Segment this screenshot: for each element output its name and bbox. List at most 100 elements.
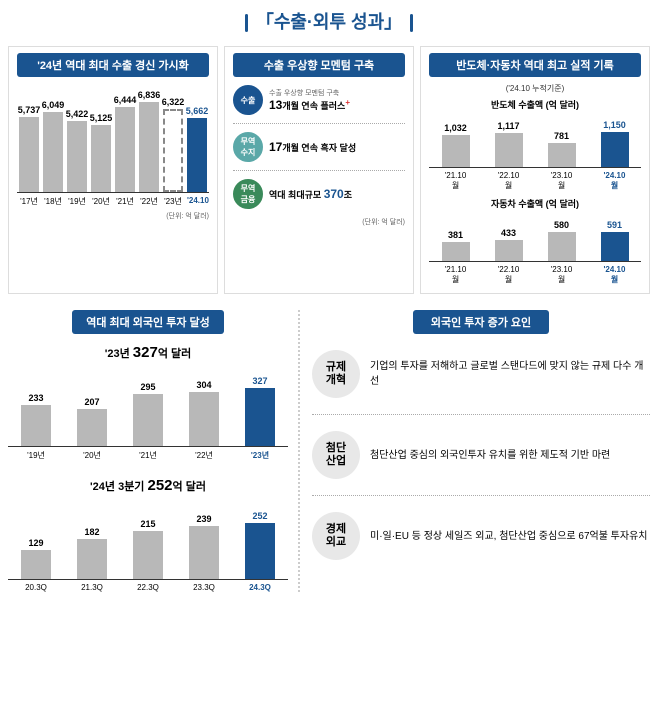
bar (189, 392, 219, 446)
pill-badge: 무역수지 (233, 132, 263, 162)
bar (601, 132, 629, 167)
bar-value: 781 (554, 131, 569, 141)
bar-column: 182 (77, 527, 107, 579)
bar (115, 107, 135, 192)
bar-column: 5,125 (90, 113, 113, 192)
bar-column: 580 (548, 220, 576, 261)
pill-badge: 수출 (233, 85, 263, 115)
bar (187, 118, 207, 192)
bar (163, 109, 183, 192)
bar (139, 102, 159, 192)
export-panel: '24년 역대 최대 수출 경신 가시화 5,7376,0495,4225,12… (8, 46, 218, 294)
bar (495, 133, 523, 167)
momentum-panel: 수출 우상향 모멘텀 구축 수출수출 우상향 모멘텀 구축13개월 연속 플러스… (224, 46, 414, 294)
momentum-item: 무역수지 17개월 연속 흑자 달성 (233, 132, 405, 162)
bar-value: 129 (28, 538, 43, 548)
bar-column: 5,737 (18, 105, 41, 192)
bar (442, 135, 470, 167)
auto-bar-chart: 381 433 580 591 (429, 212, 641, 262)
momentum-item: 수출수출 우상향 모멘텀 구축13개월 연속 플러스+ (233, 85, 405, 115)
pill-text: 수출 우상향 모멘텀 구축13개월 연속 플러스+ (269, 88, 350, 112)
bar-column: 207 (77, 397, 107, 446)
bar-label: 23.3Q (189, 583, 219, 592)
bottom-row: 역대 최대 외국인 투자 달성 '23년 327억 달러 23320729530… (0, 294, 658, 600)
bar-column: 1,032 (442, 123, 470, 167)
bar-value: 182 (84, 527, 99, 537)
bar-value: 252 (252, 511, 267, 521)
bar (77, 409, 107, 446)
bar-column: 233 (21, 393, 51, 446)
bar (133, 394, 163, 446)
bar (245, 523, 275, 579)
record-panel: 반도체·자동차 역대 최고 실적 기록 ('24.10 누적기준) 반도체 수출… (420, 46, 650, 294)
bar-label: '21년 (133, 450, 163, 461)
bar-column: 6,836 (138, 90, 161, 192)
bar-label: '22.10월 (495, 265, 523, 285)
bar-value: 5,125 (90, 113, 113, 123)
bar-label: '24.10월 (601, 171, 629, 191)
pill-text: 역대 최대규모 370조 (269, 187, 352, 201)
top-row: '24년 역대 최대 수출 경신 가시화 5,7376,0495,4225,12… (0, 46, 658, 294)
bar (19, 117, 39, 192)
fdi-quarterly-chart: 129 182 215 239 252 (8, 500, 288, 580)
bar-label: '21년 (115, 196, 135, 207)
fdi-quarterly-subtitle: '24년 3분기 252억 달러 (8, 477, 288, 494)
bar-label: '18년 (43, 196, 63, 207)
export-unit: (단위: 억 달러) (17, 211, 209, 221)
bar-label: 22.3Q (133, 583, 163, 592)
bar-value: 215 (140, 519, 155, 529)
bar-value: 591 (607, 220, 622, 230)
pill-text: 17개월 연속 흑자 달성 (269, 140, 356, 154)
bar-value: 5,422 (66, 109, 89, 119)
factor-text: 기업의 투자를 저해하고 글로벌 스탠다드에 맞지 않는 규제 다수 개선 (370, 359, 650, 389)
fdi-annual-subtitle: '23년 327억 달러 (8, 344, 288, 361)
bar-label: '19년 (21, 450, 51, 461)
bar-value: 327 (252, 376, 267, 386)
semi-bar-chart: 1,032 1,117 781 1,150 (429, 113, 641, 168)
bar (548, 143, 576, 167)
bar-value: 433 (501, 228, 516, 238)
bar-column: 591 (601, 220, 629, 261)
bar-value: 6,049 (42, 100, 65, 110)
bar (43, 112, 63, 192)
bar (548, 232, 576, 261)
bar-column: 6,444 (114, 95, 137, 192)
bar-column: 1,117 (495, 121, 523, 167)
bar (21, 550, 51, 579)
record-panel-sub: ('24.10 누적기준) (429, 83, 641, 94)
bar-value: 381 (448, 230, 463, 240)
bar-column: 433 (495, 228, 523, 261)
bar-label: '20년 (91, 196, 111, 207)
bar-label: '23.10월 (548, 171, 576, 191)
bar-value: 580 (554, 220, 569, 230)
bar (91, 125, 111, 192)
bar-label: '20년 (77, 450, 107, 461)
bar-value: 1,032 (444, 123, 467, 133)
bar-value: 239 (196, 514, 211, 524)
bar-label: '24.10월 (601, 265, 629, 285)
factor-badge: 경제외교 (312, 512, 360, 560)
bar (495, 240, 523, 261)
bar (77, 539, 107, 579)
bar-value: 5,662 (186, 106, 209, 116)
bar-column: 129 (21, 538, 51, 579)
fdi-panel: 역대 최대 외국인 투자 달성 '23년 327억 달러 23320729530… (8, 310, 288, 592)
momentum-item: 무역금융 역대 최대규모 370조 (233, 179, 405, 209)
semi-title: 반도체 수출액 (억 달러) (429, 98, 641, 111)
bar-label: 21.3Q (77, 583, 107, 592)
factors-list: 규제개혁기업의 투자를 저해하고 글로벌 스탠다드에 맞지 않는 규제 다수 개… (312, 350, 650, 560)
bar-value: 6,322 (162, 97, 185, 107)
bar-column: 239 (189, 514, 219, 579)
momentum-panel-title: 수출 우상향 모멘텀 구축 (233, 53, 405, 77)
bar-column: 252 (245, 511, 275, 579)
bar-label: '23.10월 (548, 265, 576, 285)
fdi-panel-title: 역대 최대 외국인 투자 달성 (72, 310, 224, 334)
bar-column: 215 (133, 519, 163, 579)
bar-column: 304 (189, 380, 219, 446)
pill-badge: 무역금융 (233, 179, 263, 209)
bar-column: 1,150 (601, 120, 629, 167)
bar (601, 232, 629, 261)
bar (189, 526, 219, 579)
bar-label: '22년 (189, 450, 219, 461)
bar (67, 121, 87, 192)
